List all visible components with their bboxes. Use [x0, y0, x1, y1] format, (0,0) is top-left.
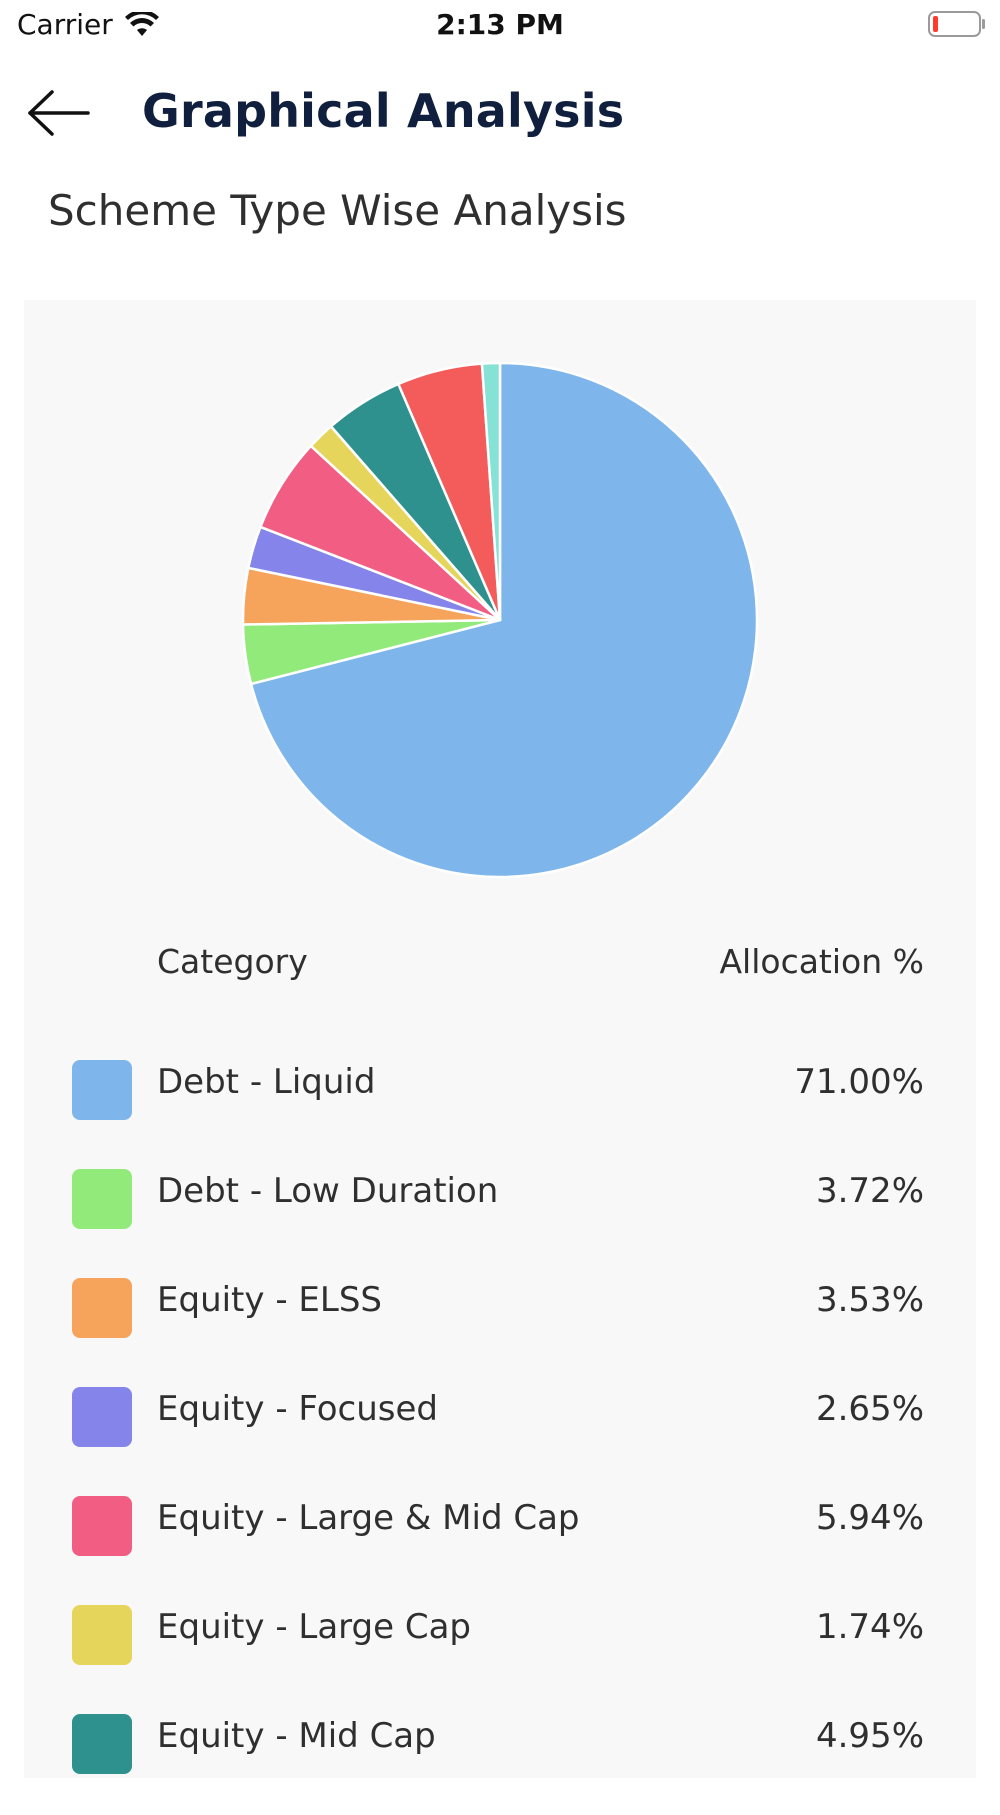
legend-label: Equity - Mid Cap	[157, 1716, 436, 1756]
legend-label: Debt - Low Duration	[157, 1171, 499, 1211]
legend-label: Equity - Large Cap	[157, 1607, 472, 1647]
analysis-card: Category Allocation % Debt - Liquid 71.0…	[24, 300, 976, 1778]
header-bar: Graphical Analysis	[0, 68, 1000, 158]
status-time: 2:13 PM	[436, 8, 564, 41]
legend-value: 5.94%	[815, 1498, 924, 1538]
legend-value: 4.95%	[815, 1716, 924, 1756]
status-bar: Carrier 2:13 PM	[0, 0, 1000, 56]
legend-swatch	[72, 1060, 132, 1120]
legend-swatch	[72, 1169, 132, 1229]
battery-low-icon	[928, 11, 985, 37]
pie-slice	[249, 361, 759, 879]
legend-row: Equity - Large & Mid Cap 5.94%	[24, 1488, 976, 1597]
table-header: Category Allocation %	[24, 942, 976, 992]
wifi-icon	[124, 11, 159, 36]
legend-swatch	[72, 1605, 132, 1665]
pie-chart	[241, 361, 759, 879]
legend-value: 3.53%	[815, 1280, 924, 1320]
legend-row: Equity - Large Cap 1.74%	[24, 1597, 976, 1706]
carrier-text: Carrier	[17, 8, 113, 41]
legend-swatch	[72, 1387, 132, 1447]
column-header-category: Category	[157, 942, 308, 981]
legend-label: Debt - Liquid	[157, 1062, 376, 1102]
legend-value: 1.74%	[815, 1607, 924, 1647]
back-arrow-icon[interactable]	[24, 88, 96, 138]
page-title: Graphical Analysis	[142, 84, 625, 138]
pie-chart-container	[240, 360, 760, 880]
legend-value: 3.72%	[815, 1171, 924, 1211]
legend-swatch	[72, 1278, 132, 1338]
legend-label: Equity - ELSS	[157, 1280, 382, 1320]
column-header-allocation: Allocation %	[719, 942, 924, 981]
legend-swatch	[72, 1714, 132, 1774]
legend-row: Debt - Liquid 71.00%	[24, 1052, 976, 1161]
legend-row: Equity - Mid Cap 4.95%	[24, 1706, 976, 1815]
section-title: Scheme Type Wise Analysis	[48, 186, 627, 235]
legend-row: Equity - ELSS 3.53%	[24, 1270, 976, 1379]
legend-value: 2.65%	[815, 1389, 924, 1429]
legend-label: Equity - Large & Mid Cap	[157, 1498, 580, 1538]
legend-value: 71.00%	[794, 1062, 924, 1102]
legend-list: Debt - Liquid 71.00% Debt - Low Duration…	[24, 1052, 976, 1815]
carrier-label: Carrier	[17, 8, 159, 41]
pie-slice	[480, 361, 502, 622]
legend-row: Debt - Low Duration 3.72%	[24, 1161, 976, 1270]
legend-swatch	[72, 1496, 132, 1556]
legend-row: Equity - Focused 2.65%	[24, 1379, 976, 1488]
legend-label: Equity - Focused	[157, 1389, 438, 1429]
